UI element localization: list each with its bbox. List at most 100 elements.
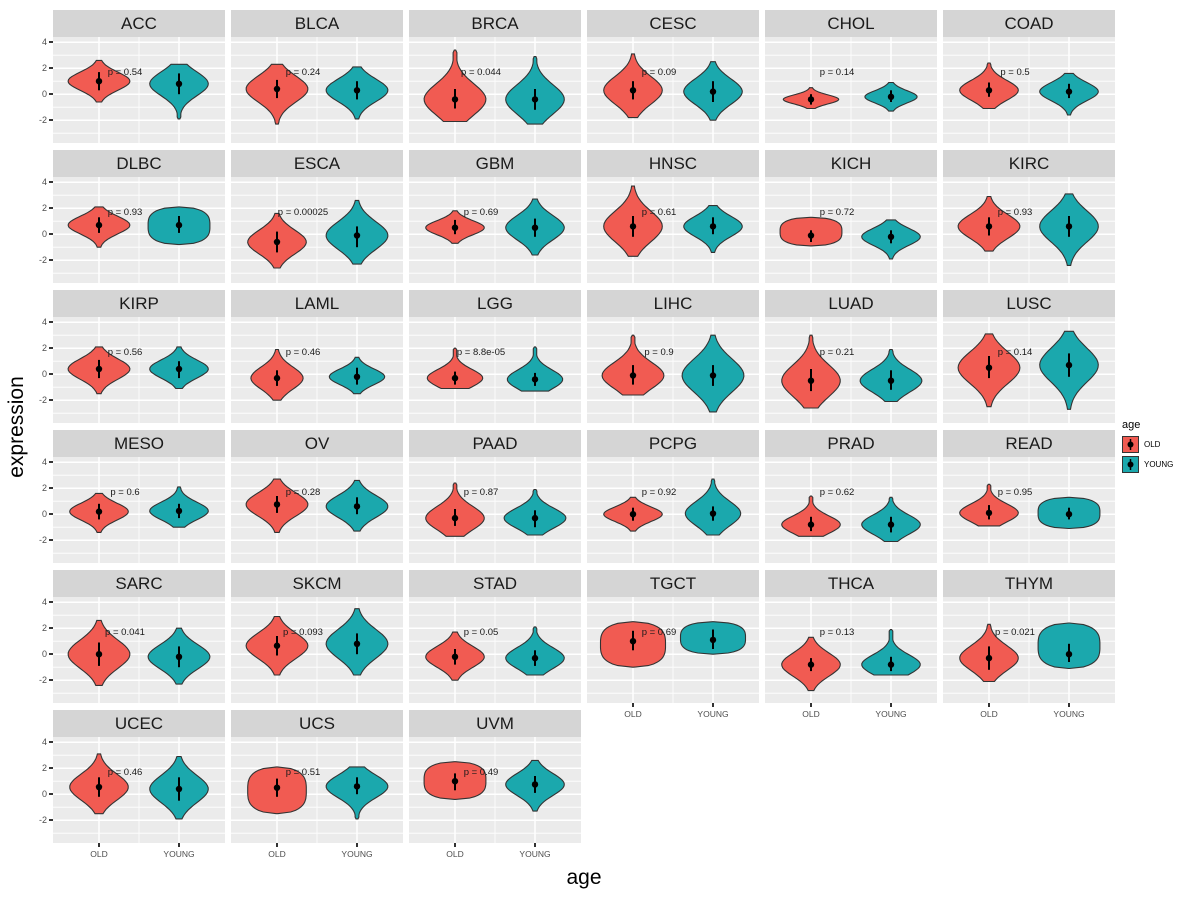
y-tick-mark — [49, 513, 53, 515]
facet-title: SARC — [115, 573, 163, 593]
facet-strip: UCEC — [53, 710, 225, 737]
facet-title: UCS — [299, 713, 335, 733]
facet-strip: GBM — [409, 150, 581, 177]
y-tick-mark — [49, 653, 53, 655]
violin-panel: p = 0.9 — [587, 317, 759, 423]
facet-strip: OV — [231, 430, 403, 457]
p-value-label: p = 0.51 — [286, 767, 321, 778]
x-tick-label: OLD — [802, 709, 820, 719]
violin-panel: p = 0.93 — [53, 177, 225, 283]
p-value-label: p = 0.56 — [108, 347, 143, 358]
facet-uvm: UVM p = 0.49 OLD YOUNG — [409, 710, 581, 859]
facet-title: BRCA — [471, 13, 519, 33]
y-tick-mark — [49, 399, 53, 401]
violin-panel: p = 8.8e-05 — [409, 317, 581, 423]
y-tick-label: 0 — [41, 368, 47, 379]
y-tick-mark — [49, 259, 53, 261]
p-value-label: p = 0.69 — [464, 207, 499, 218]
facet-skcm: SKCM p = 0.093 — [231, 570, 403, 703]
p-value-label: p = 0.24 — [286, 67, 321, 78]
x-tick-mark — [454, 843, 456, 847]
facet-lusc: LUSC p = 0.14 — [943, 290, 1115, 423]
facet-lgg: LGG p = 8.8e-05 — [409, 290, 581, 423]
facet-coad: COAD p = 0.5 — [943, 10, 1115, 143]
y-tick-label: 4 — [41, 456, 47, 467]
p-value-label: p = 0.72 — [820, 207, 855, 218]
facet-luad: LUAD p = 0.21 — [765, 290, 937, 423]
facet-title: BLCA — [294, 13, 340, 33]
x-tick-mark — [1068, 703, 1070, 707]
violin-panel: p = 0.69 — [587, 597, 759, 703]
facet-title: PAAD — [472, 433, 518, 453]
y-tick-mark — [49, 119, 53, 121]
facet-title: LIHC — [653, 293, 693, 313]
x-tick-mark — [534, 843, 536, 847]
facet-title: KICH — [830, 153, 872, 173]
p-value-label: p = 0.14 — [820, 67, 855, 78]
facet-strip: LGG — [409, 290, 581, 317]
facet-strip: TGCT — [587, 570, 759, 597]
x-tick-mark — [178, 843, 180, 847]
violin-panel: p = 0.24 — [231, 37, 403, 143]
facet-lihc: LIHC p = 0.9 — [587, 290, 759, 423]
facet-strip: DLBC — [53, 150, 225, 177]
x-tick-label: YOUNG — [1053, 709, 1085, 719]
y-tick-label: 0 — [41, 88, 47, 99]
facet-kirp: KIRP p = 0.56 4 2 0 -2 — [39, 290, 225, 423]
x-tick-mark — [988, 703, 990, 707]
y-tick-label: 2 — [41, 202, 47, 213]
facet-strip: READ — [943, 430, 1115, 457]
facet-title: HNSC — [648, 153, 698, 173]
violin-panel: p = 0.54 — [53, 37, 225, 143]
facet-dlbc: DLBC p = 0.93 4 2 0 -2 — [39, 150, 225, 283]
facet-brca: BRCA p = 0.044 — [409, 10, 581, 143]
y-tick-mark — [49, 627, 53, 629]
x-tick-label: OLD — [624, 709, 642, 719]
violin-young — [861, 628, 921, 676]
legend-label-young: YOUNG — [1144, 460, 1174, 469]
facet-strip: ESCA — [231, 150, 403, 177]
p-value-label: p = 0.93 — [108, 207, 143, 218]
p-value-label: p = 0.05 — [464, 627, 499, 638]
facet-stad: STAD p = 0.05 — [409, 570, 581, 703]
legend-label-old: OLD — [1144, 440, 1161, 449]
facet-strip: UCS — [231, 710, 403, 737]
facet-title: READ — [1005, 433, 1053, 453]
p-value-label: p = 0.62 — [820, 487, 855, 498]
y-tick-label: 0 — [41, 788, 47, 799]
violin-panel: p = 0.56 — [53, 317, 225, 423]
facet-thca: THCA p = 0.13 OLD YOUNG — [765, 570, 937, 719]
violin-panel: p = 0.21 — [765, 317, 937, 423]
violin-panel: p = 0.92 — [587, 457, 759, 563]
violin-panel: p = 0.49 — [409, 737, 581, 843]
x-axis-title: age — [566, 866, 602, 889]
facet-ov: OV p = 0.28 — [231, 430, 403, 563]
p-value-label: p = 0.61 — [642, 207, 677, 218]
y-tick-label: 2 — [41, 342, 47, 353]
facet-title: ACC — [121, 13, 157, 33]
violin-panel: p = 0.05 — [409, 597, 581, 703]
p-value-label: p = 0.021 — [995, 627, 1035, 638]
facet-strip: BLCA — [231, 10, 403, 37]
y-tick-label: -2 — [38, 534, 47, 545]
facet-title: LAML — [294, 293, 340, 313]
y-tick-label: 0 — [41, 648, 47, 659]
facet-title: UVM — [476, 713, 514, 733]
p-value-label: p = 0.041 — [105, 627, 145, 638]
x-tick-mark — [712, 703, 714, 707]
facet-strip: LUSC — [943, 290, 1115, 317]
facet-title: UCEC — [114, 713, 164, 733]
facet-ucec: UCEC p = 0.46 4 2 0 -2 OLD YOUNG — [39, 710, 225, 859]
facet-blca: BLCA p = 0.24 — [231, 10, 403, 143]
p-value-label: p = 0.49 — [464, 767, 499, 778]
violin-panel: p = 0.51 — [231, 737, 403, 843]
facet-title: CESC — [649, 13, 697, 33]
p-value-label: p = 0.044 — [461, 67, 501, 78]
y-tick-mark — [49, 539, 53, 541]
y-tick-label: 4 — [41, 596, 47, 607]
facet-strip: CESC — [587, 10, 759, 37]
legend-key-young-swatch — [1122, 456, 1139, 473]
y-tick-label: 2 — [41, 622, 47, 633]
p-value-label: p = 8.8e-05 — [457, 347, 505, 358]
facet-title: PRAD — [827, 433, 875, 453]
